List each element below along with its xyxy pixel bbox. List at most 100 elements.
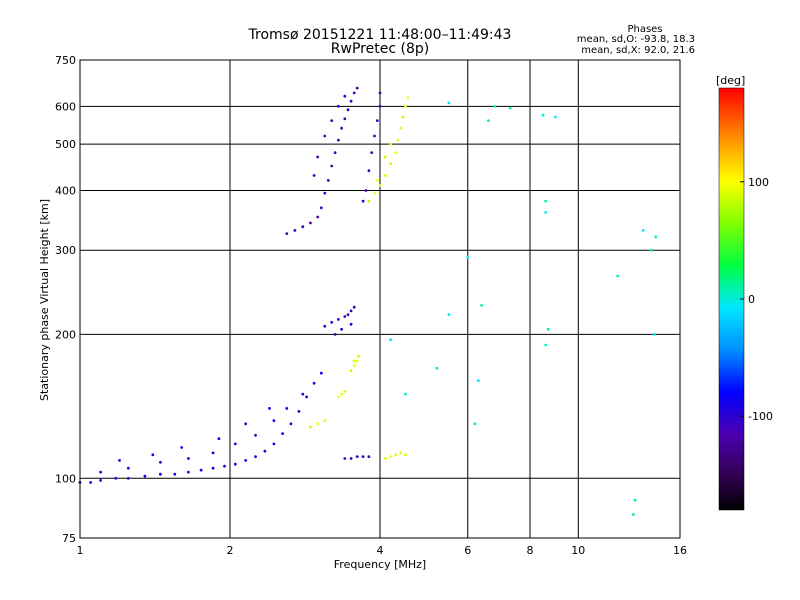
plot-frame xyxy=(79,59,681,539)
series-x-mode-f1-trace xyxy=(309,354,360,429)
data-point xyxy=(355,359,359,363)
data-point xyxy=(199,468,203,472)
data-point xyxy=(301,392,305,396)
data-point xyxy=(285,407,289,410)
data-point xyxy=(346,313,350,316)
data-point xyxy=(211,451,215,455)
data-point xyxy=(309,221,312,225)
data-point xyxy=(654,235,658,239)
data-point xyxy=(394,151,398,155)
data-point xyxy=(323,419,327,422)
data-point xyxy=(435,366,439,370)
data-point xyxy=(233,462,237,466)
x-tick-label: 16 xyxy=(673,544,687,557)
colorbar-ticks: 100 0 -100 xyxy=(740,176,773,423)
data-point xyxy=(361,199,365,203)
data-point xyxy=(389,142,392,146)
colorbar xyxy=(718,87,745,511)
data-point xyxy=(293,229,297,232)
data-point xyxy=(330,119,334,122)
data-point xyxy=(99,479,102,482)
data-point xyxy=(323,191,327,195)
data-point xyxy=(367,169,371,173)
data-point xyxy=(349,457,353,460)
data-point xyxy=(143,474,147,478)
y-tick-label: 200 xyxy=(55,328,76,341)
data-point xyxy=(352,364,356,368)
data-point xyxy=(361,455,365,458)
data-point xyxy=(301,225,305,229)
data-point xyxy=(151,453,155,457)
data-point xyxy=(118,459,121,462)
data-point xyxy=(367,199,371,203)
data-point xyxy=(343,390,347,393)
data-point xyxy=(383,155,387,159)
data-point xyxy=(244,459,248,462)
chart-subtitle: RwPretec (8p) xyxy=(331,41,429,57)
data-point xyxy=(394,453,398,457)
y-tick-label: 400 xyxy=(55,184,76,197)
data-point xyxy=(272,442,276,446)
data-point xyxy=(399,451,402,455)
data-point xyxy=(404,104,407,108)
series-x-mode-e-trace xyxy=(383,451,407,460)
data-point xyxy=(217,437,221,441)
data-point xyxy=(493,104,497,108)
stats-heading: Phases xyxy=(627,24,662,35)
data-point xyxy=(476,379,480,383)
data-point xyxy=(223,464,226,468)
data-point xyxy=(404,392,407,396)
colorbar-tick-label: -100 xyxy=(748,410,773,423)
data-point xyxy=(211,466,215,470)
data-point xyxy=(337,138,340,142)
data-point xyxy=(632,513,635,516)
data-point xyxy=(159,472,162,476)
data-point xyxy=(173,472,177,476)
data-point xyxy=(340,327,343,331)
data-point xyxy=(99,470,102,474)
data-point xyxy=(254,433,257,437)
series-o-mode-e-cluster xyxy=(343,455,371,460)
data-point xyxy=(337,318,340,321)
data-point xyxy=(330,320,334,324)
data-point xyxy=(316,422,320,426)
data-point xyxy=(323,324,327,328)
data-point xyxy=(343,94,347,98)
data-point xyxy=(263,449,267,453)
data-point xyxy=(187,470,190,474)
data-point xyxy=(352,305,356,309)
data-point xyxy=(447,101,451,105)
data-point xyxy=(399,126,402,130)
y-tick-label: 600 xyxy=(55,100,76,113)
data-point xyxy=(337,104,340,108)
data-point xyxy=(383,174,387,177)
data-point xyxy=(367,455,371,458)
data-point xyxy=(326,179,330,182)
data-point xyxy=(126,466,130,470)
x-tick-label: 8 xyxy=(527,544,534,557)
data-point xyxy=(375,119,379,122)
data-point xyxy=(404,453,407,457)
x-tick-label: 6 xyxy=(464,544,471,557)
data-point xyxy=(546,327,550,331)
data-point xyxy=(343,457,347,460)
colorbar-tick-label: 0 xyxy=(748,293,755,306)
data-point xyxy=(333,151,337,155)
series-o-mode-e-f1-trace xyxy=(78,371,323,484)
data-point xyxy=(159,460,162,464)
data-point xyxy=(355,455,359,458)
data-point xyxy=(389,338,392,341)
colorbar-tick-label: 100 xyxy=(748,176,769,189)
data-point xyxy=(641,229,645,232)
data-point xyxy=(364,189,368,192)
data-point xyxy=(349,322,353,326)
data-point xyxy=(401,115,405,119)
data-point xyxy=(352,91,356,95)
data-point xyxy=(396,138,400,142)
series-scattered-echoes xyxy=(389,101,658,516)
data-point xyxy=(373,134,376,138)
x-tick-label: 10 xyxy=(571,544,585,557)
y-tick-label: 100 xyxy=(55,472,76,485)
y-tick-labels: 75 100 200 300 400 500 600 750 xyxy=(55,54,76,545)
data-point xyxy=(180,446,184,449)
